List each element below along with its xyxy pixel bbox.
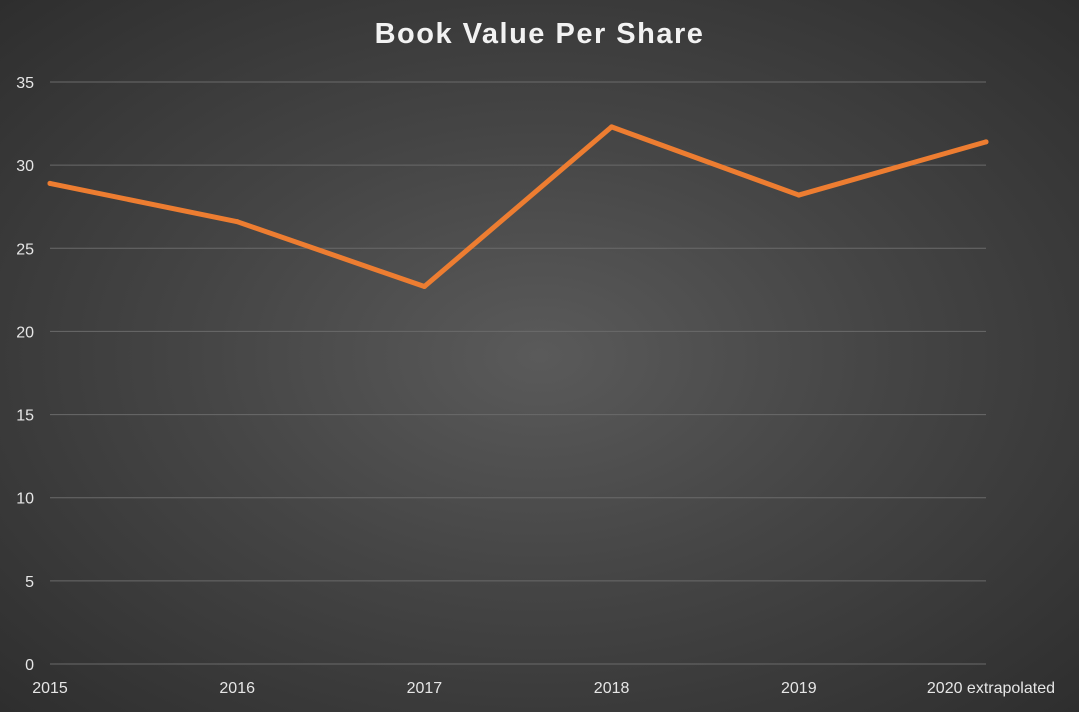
y-tick-label: 5 — [25, 574, 34, 591]
data-point — [234, 219, 240, 225]
data-point — [796, 192, 802, 198]
chart-title: Book Value Per Share — [374, 18, 705, 50]
series-line — [47, 124, 989, 290]
y-tick-label: 30 — [16, 158, 34, 175]
x-tick-label: 2016 — [219, 680, 255, 697]
x-tick-label: 2019 — [781, 680, 817, 697]
y-tick-label: 15 — [16, 408, 34, 425]
data-point — [609, 124, 615, 130]
x-tick-label: 2015 — [32, 680, 68, 697]
y-tick-label: 10 — [16, 491, 34, 508]
x-tick-label: 2018 — [594, 680, 630, 697]
data-point — [983, 139, 989, 145]
x-tick-label: 2017 — [407, 680, 443, 697]
x-tick-label: 2020 extrapolated — [927, 680, 1055, 697]
y-tick-label: 35 — [16, 75, 34, 92]
y-tick-label: 25 — [16, 241, 34, 258]
y-tick-label: 0 — [25, 657, 34, 674]
data-point — [421, 284, 427, 290]
y-tick-label: 20 — [16, 324, 34, 341]
data-point — [47, 180, 53, 186]
